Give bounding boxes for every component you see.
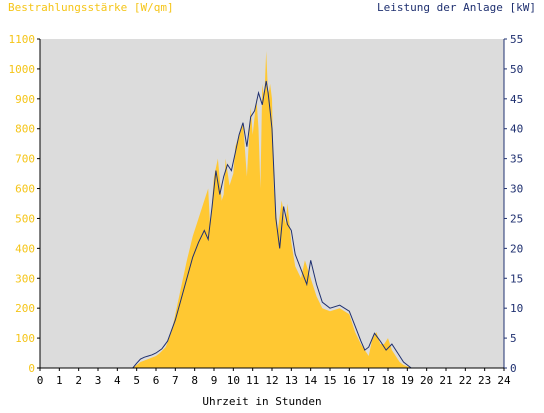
left-tick-label: 400 bbox=[15, 242, 35, 255]
left-tick-label: 600 bbox=[15, 183, 35, 196]
x-tick-label: 9 bbox=[211, 374, 218, 387]
x-tick-label: 24 bbox=[497, 374, 511, 387]
x-tick-label: 7 bbox=[172, 374, 179, 387]
x-tick-label: 21 bbox=[439, 374, 452, 387]
left-tick-label: 200 bbox=[15, 302, 35, 315]
x-tick-label: 11 bbox=[246, 374, 259, 387]
left-axis-title: Bestrahlungsstärke [W/qm] bbox=[8, 1, 174, 14]
left-tick-label: 800 bbox=[15, 123, 35, 136]
x-tick-label: 22 bbox=[459, 374, 472, 387]
right-tick-label: 10 bbox=[510, 302, 523, 315]
axes-layer bbox=[37, 38, 507, 371]
x-tick-label: 13 bbox=[285, 374, 298, 387]
right-tick-label: 0 bbox=[510, 362, 517, 375]
x-tick-label: 12 bbox=[265, 374, 278, 387]
x-tick-label: 5 bbox=[133, 374, 140, 387]
x-axis-title: Uhrzeit in Stunden bbox=[202, 395, 321, 408]
x-tick-label: 19 bbox=[401, 374, 414, 387]
x-tick-label: 0 bbox=[37, 374, 44, 387]
x-tick-label: 20 bbox=[420, 374, 433, 387]
left-tick-label: 700 bbox=[15, 153, 35, 166]
power-line bbox=[40, 80, 504, 369]
left-tick-label: 300 bbox=[15, 272, 35, 285]
left-tick-label: 900 bbox=[15, 93, 35, 106]
right-tick-label: 45 bbox=[510, 93, 523, 106]
x-tick-labels: 0 1 2 3 4 5 6 7 8 9 10 11 12 13 14 15 16 17 18 19 20 21 22 23 24 bbox=[37, 374, 511, 387]
left-tick-label: 1000 bbox=[9, 63, 36, 76]
x-tick-label: 10 bbox=[227, 374, 240, 387]
left-tick-labels: 0 100 200 300 400 500 600 700 800 900 1000 1100 bbox=[9, 33, 36, 375]
x-tick-label: 8 bbox=[191, 374, 198, 387]
left-tick-label: 0 bbox=[28, 362, 35, 375]
x-tick-label: 3 bbox=[95, 374, 102, 387]
x-tick-label: 16 bbox=[343, 374, 356, 387]
x-tick-label: 23 bbox=[478, 374, 491, 387]
right-tick-label: 25 bbox=[510, 212, 523, 225]
left-tick-label: 500 bbox=[15, 212, 35, 225]
right-tick-label: 35 bbox=[510, 153, 523, 166]
x-tick-label: 17 bbox=[362, 374, 375, 387]
right-axis-title: Leistung der Anlage [kW] bbox=[377, 1, 536, 14]
x-tick-label: 4 bbox=[114, 374, 121, 387]
x-tick-label: 14 bbox=[304, 374, 318, 387]
right-tick-label: 55 bbox=[510, 33, 523, 46]
x-tick-label: 1 bbox=[56, 374, 63, 387]
right-tick-label: 40 bbox=[510, 123, 523, 136]
x-tick-label: 6 bbox=[153, 374, 160, 387]
right-tick-label: 20 bbox=[510, 242, 523, 255]
right-tick-label: 5 bbox=[510, 332, 517, 345]
irradiance-area bbox=[40, 51, 504, 368]
left-tick-label: 100 bbox=[15, 332, 35, 345]
right-tick-label: 30 bbox=[510, 183, 523, 196]
right-tick-label: 15 bbox=[510, 272, 523, 285]
series-layer bbox=[40, 51, 504, 369]
right-tick-label: 50 bbox=[510, 63, 523, 76]
right-tick-labels: 0 5 10 15 20 25 30 35 40 45 50 55 bbox=[510, 33, 523, 375]
x-tick-label: 15 bbox=[323, 374, 336, 387]
x-tick-label: 2 bbox=[75, 374, 82, 387]
left-tick-label: 1100 bbox=[9, 33, 36, 46]
x-tick-label: 18 bbox=[381, 374, 394, 387]
